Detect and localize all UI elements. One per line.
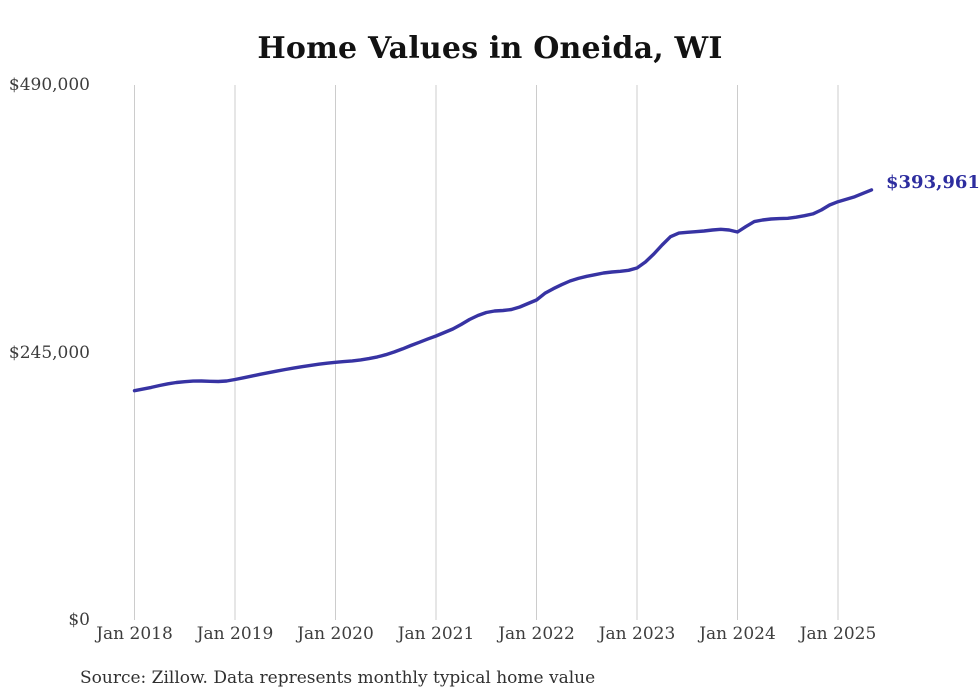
- x-tick-label: Jan 2021: [397, 624, 475, 644]
- chart-title: Home Values in Oneida, WI: [257, 31, 723, 66]
- y-tick-label: $0: [68, 610, 90, 630]
- x-tick-label: Jan 2022: [498, 624, 575, 644]
- y-tick-label: $245,000: [8, 342, 90, 363]
- x-tick-label: Jan 2019: [196, 624, 274, 644]
- x-tick-label: Jan 2023: [598, 624, 676, 644]
- x-tick-label: Jan 2024: [699, 624, 776, 644]
- value-line: [132, 188, 874, 393]
- source-note: Source: Zillow. Data represents monthly …: [80, 668, 596, 688]
- latest-value-label: $393,961: [886, 172, 980, 193]
- x-tick-label: Jan 2020: [297, 624, 374, 644]
- y-tick-label: $490,000: [8, 75, 90, 95]
- x-tick-label: Jan 2025: [799, 624, 877, 644]
- x-tick-label: Jan 2018: [96, 624, 173, 644]
